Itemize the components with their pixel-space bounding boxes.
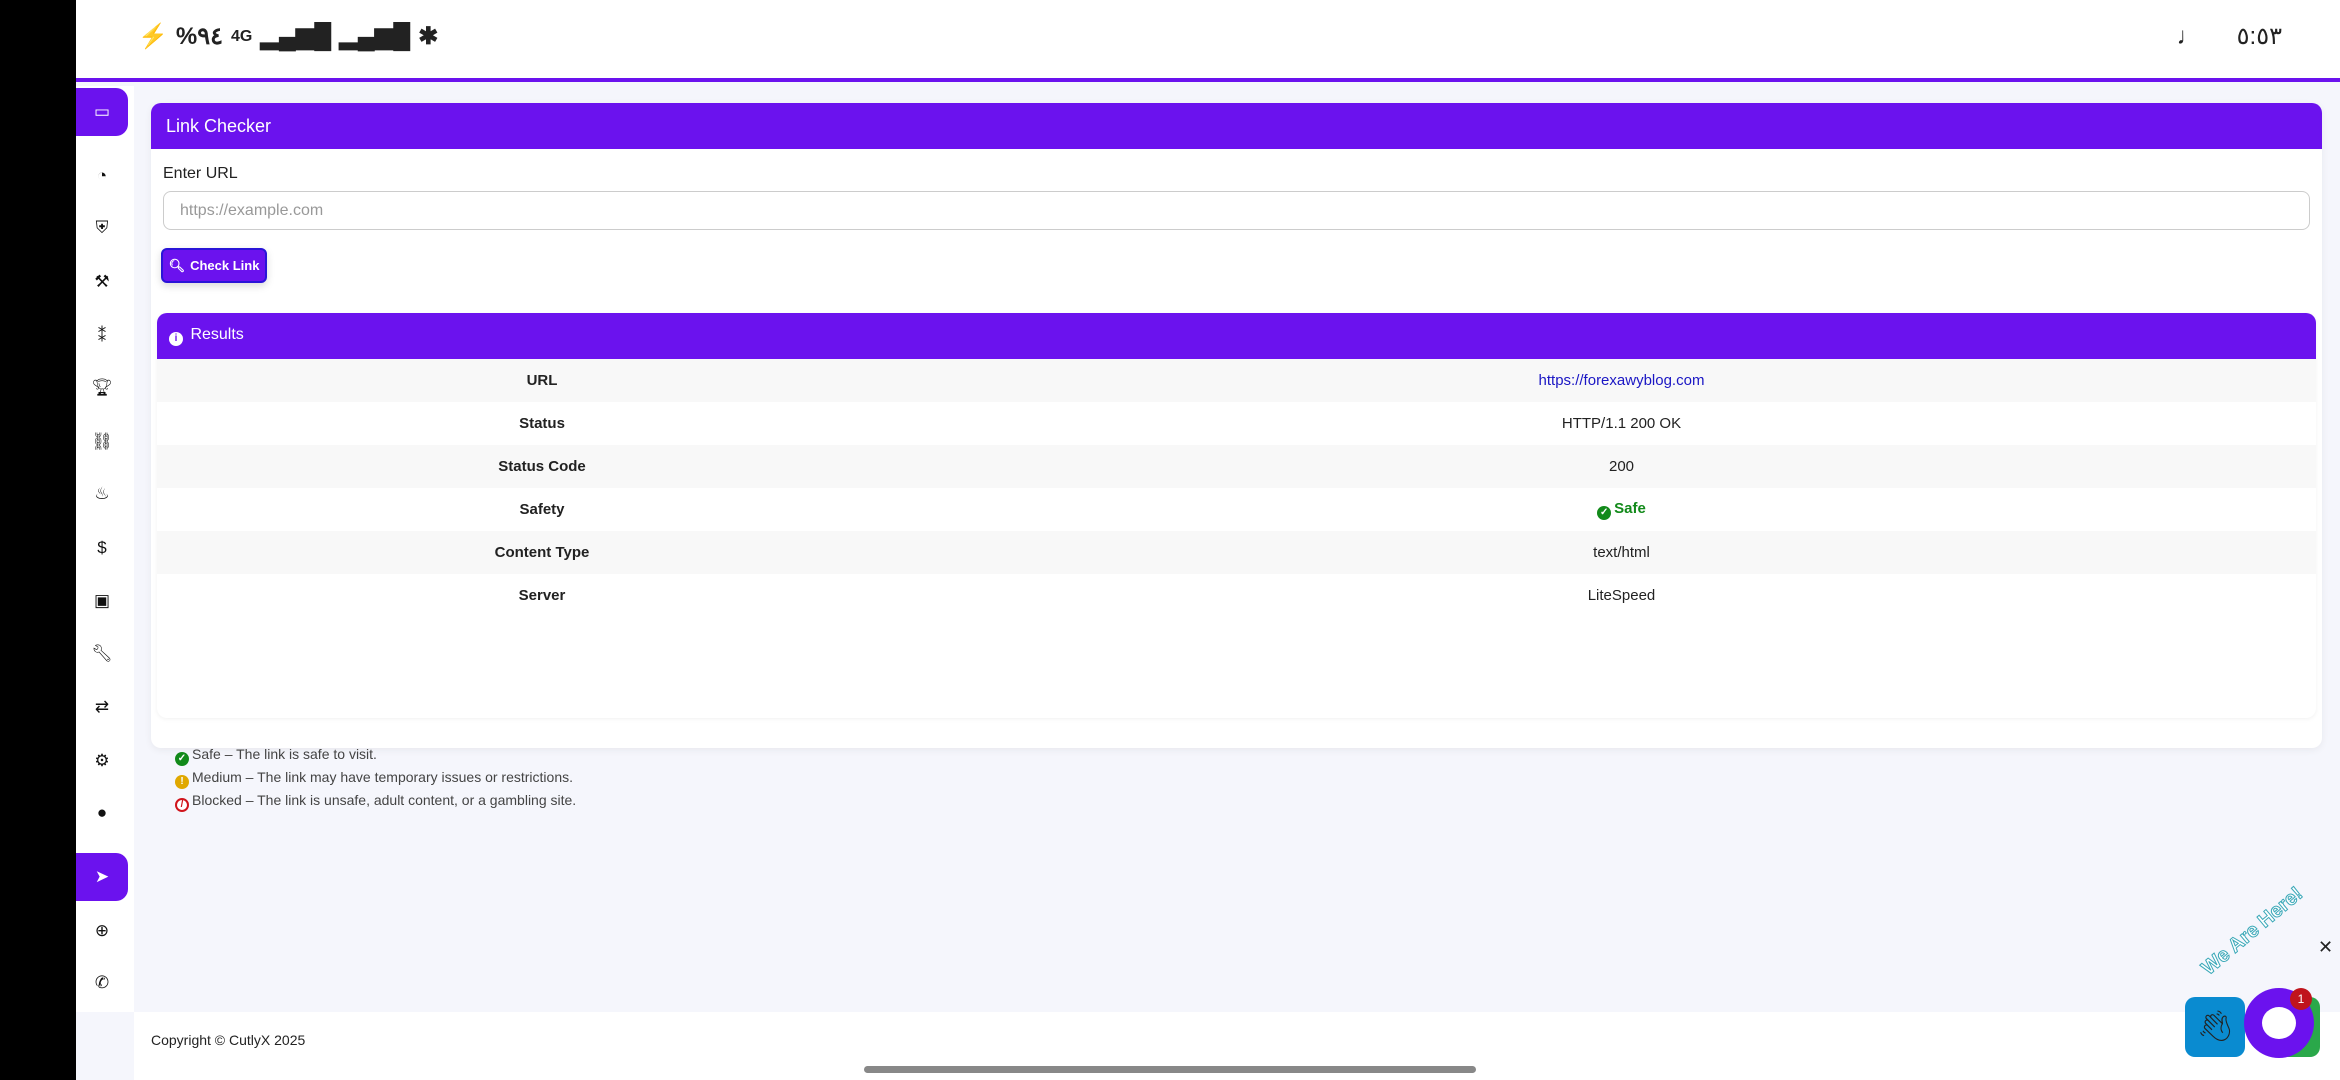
table-row: Status Code 200 xyxy=(157,445,2316,488)
bluetooth-icon: ✱ xyxy=(418,23,439,50)
row-label: Status xyxy=(519,415,565,432)
url-label: Enter URL xyxy=(163,165,238,182)
close-icon[interactable]: ✕ xyxy=(2318,937,2334,957)
url-link[interactable]: https://forexawyblog.com xyxy=(1538,372,1705,389)
results-card: i Results URL https://forexawyblog.com St… xyxy=(157,313,2316,812)
info-icon: i xyxy=(169,332,183,346)
card-title: Link Checker xyxy=(151,103,2322,149)
row-value: LiteSpeed xyxy=(1587,587,1656,604)
network-type: 4G xyxy=(231,27,253,45)
check-circle-icon: ✓ xyxy=(175,752,189,766)
row-value: 200 xyxy=(1608,458,1635,475)
table-row: Content Type text/html xyxy=(157,531,2316,574)
row-label: Server xyxy=(518,587,566,604)
telegram-icon[interactable]: ➤ xyxy=(76,853,128,901)
chat-bubble-icon xyxy=(2262,1007,2296,1039)
check-circle-icon: ✓ xyxy=(1597,505,1612,520)
trophy-icon[interactable]: 🏆︎ xyxy=(91,378,113,397)
wrench-icon[interactable]: 🔧︎ xyxy=(91,644,113,663)
legend-medium: Medium – The link may have temporary iss… xyxy=(192,769,573,785)
battery-level: %٩٤ xyxy=(175,23,224,50)
safety-legend: ✓ Safe – The link is safe to visit. ! Medi… xyxy=(175,743,576,812)
shield-icon[interactable]: ⛨ xyxy=(95,218,109,237)
cogs-icon[interactable]: ⚙ xyxy=(94,751,110,770)
exclamation-circle-icon: ! xyxy=(175,775,189,789)
dollar-icon[interactable]: $ xyxy=(97,538,107,557)
ban-icon: / xyxy=(175,798,189,812)
copyright: Copyright © CutlyX 2025 xyxy=(151,1032,306,1048)
status-bar: ⚡ %٩٤ 4G ▂▄▆█ ▂▄▆█ ✱ ♩ ٥:٥٣ xyxy=(76,0,2340,82)
card-icon[interactable]: ▭ xyxy=(76,88,128,136)
url-input[interactable]: https://example.com xyxy=(163,191,2310,230)
table-row: Server LiteSpeed xyxy=(157,574,2316,617)
signal-icon-2: ▂▄▆█ xyxy=(339,23,411,50)
row-value: text/html xyxy=(1593,544,1650,561)
footprints-icon[interactable]: ⁑ xyxy=(97,326,107,345)
user-icon[interactable]: ● xyxy=(96,803,108,822)
waving-hand-icon[interactable]: 👋︎ xyxy=(2185,997,2245,1057)
table-row: Safety ✓ Safe xyxy=(157,488,2316,531)
link-icon[interactable]: ⛓ xyxy=(91,432,113,451)
row-label: Status Code xyxy=(498,458,586,475)
notification-badge: 1 xyxy=(2290,988,2312,1010)
row-value: HTTP/1.1 200 OK xyxy=(1561,415,1682,432)
row-label: URL xyxy=(526,372,558,389)
sidebar: ▭ ◔ ⛨ ⚒ ⁑ 🏆︎ ⛓ ♨ $ ▣ 🔧︎ ⇄ ⚙ ● ➤ ⊕ ✆ xyxy=(76,86,134,1012)
results-title: Results xyxy=(190,326,244,343)
results-header: i Results xyxy=(157,313,2316,359)
table-row: Status HTTP/1.1 200 OK xyxy=(157,402,2316,445)
table-row: URL https://forexawyblog.com xyxy=(157,359,2316,402)
legend-safe: Safe – The link is safe to visit. xyxy=(192,746,377,762)
signal-icon: ▂▄▆█ xyxy=(260,23,332,50)
link-checker-card: Link Checker Enter URL https://example.c… xyxy=(151,103,2322,812)
charging-icon: ⚡ xyxy=(138,23,168,50)
row-label: Safety xyxy=(519,501,565,518)
safety-value: Safe xyxy=(1614,499,1646,517)
we-are-here-banner: We Are Here! xyxy=(2197,882,2308,980)
exchange-icon[interactable]: ⇄ xyxy=(94,697,110,716)
check-link-label: Check Link xyxy=(190,258,260,273)
black-edge xyxy=(0,0,76,1080)
music-note-icon: ♩ xyxy=(2176,22,2201,50)
dashboard-icon[interactable]: ◔ xyxy=(96,166,108,185)
results-table: URL https://forexawyblog.com Status HTTP/1… xyxy=(157,359,2316,617)
money-icon[interactable]: ▣ xyxy=(93,591,111,610)
row-label: Content Type xyxy=(494,544,590,561)
clock: ٥:٥٣ xyxy=(2236,23,2282,50)
horizontal-scrollbar[interactable] xyxy=(864,1066,1476,1073)
whatsapp-icon[interactable]: ✆ xyxy=(94,973,110,992)
check-link-button[interactable]: 🔍︎ Check Link xyxy=(161,248,267,283)
search-icon: 🔍︎ xyxy=(168,257,186,273)
legend-blocked: Blocked – The link is unsafe, adult cont… xyxy=(192,792,577,808)
fire-icon[interactable]: ♨ xyxy=(94,484,110,503)
gavel-icon[interactable]: ⚒ xyxy=(94,272,110,291)
lifering-icon[interactable]: ⊕ xyxy=(94,921,110,940)
